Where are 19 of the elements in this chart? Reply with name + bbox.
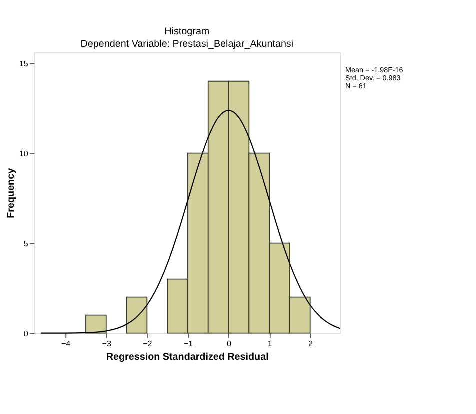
x-tick-label: 2 xyxy=(308,339,314,348)
x-tick-label: −2 xyxy=(143,339,153,348)
chart-title: Histogram xyxy=(164,26,210,38)
x-axis-title: Regression Standardized Residual xyxy=(106,352,270,363)
y-tick-label: 0 xyxy=(24,329,29,338)
y-axis-title: Frequency xyxy=(6,168,17,218)
x-tick-label: −3 xyxy=(102,339,112,348)
y-tick-label: 10 xyxy=(19,150,29,159)
x-tick-label: −4 xyxy=(61,339,72,348)
x-tick-label: 0 xyxy=(226,339,232,348)
line-series xyxy=(40,110,341,334)
text: Mean = -1.98E-16 xyxy=(346,65,404,74)
text: Std. Dev. = 0.983 xyxy=(346,73,401,82)
text: N = 61 xyxy=(346,82,367,91)
x-tick-label: −1 xyxy=(184,339,194,348)
y-tick-label: 5 xyxy=(24,239,29,248)
x-tick-label: 1 xyxy=(268,339,273,348)
y-tick-label: 15 xyxy=(19,60,29,69)
chart-subtitle: Dependent Variable: Prestasi_Belajar_Akuntansi xyxy=(80,39,294,50)
